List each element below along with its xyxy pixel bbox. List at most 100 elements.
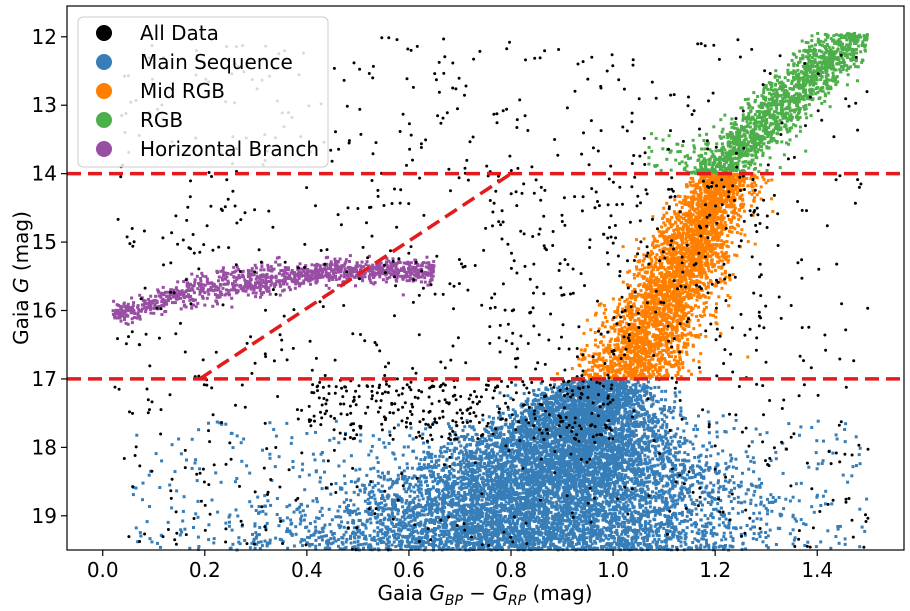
ms-point — [681, 528, 685, 532]
ms-point — [664, 398, 668, 402]
ms-point — [584, 415, 587, 419]
ms-point — [550, 455, 554, 459]
ms-point — [411, 508, 415, 512]
ms-point — [436, 472, 440, 476]
ms-point — [610, 453, 614, 457]
ms-point — [323, 470, 326, 474]
ms-point — [491, 525, 495, 528]
ms-point — [577, 401, 581, 405]
ms-point — [506, 394, 510, 398]
ms-point — [439, 476, 443, 479]
ms-point — [511, 519, 515, 523]
ms-point — [547, 521, 551, 525]
ms-point — [474, 513, 478, 517]
ms-point — [551, 458, 555, 462]
ms-point — [549, 428, 553, 432]
ms-point — [510, 486, 514, 490]
ms-point — [618, 461, 622, 465]
ms-point — [420, 509, 424, 513]
ms-point — [630, 403, 634, 407]
ms-point — [476, 537, 480, 541]
ms-point — [518, 508, 522, 512]
ms-point — [624, 500, 628, 504]
ms-point — [659, 462, 663, 466]
ms-point — [519, 502, 523, 505]
ms-point — [574, 455, 578, 459]
ms-point — [617, 398, 621, 402]
ms-point — [575, 399, 579, 403]
ms-point — [608, 435, 612, 439]
ms-point — [492, 442, 495, 446]
ms-point — [384, 531, 387, 534]
ms-point — [530, 497, 534, 501]
ms-point — [592, 439, 596, 443]
ms-point — [700, 491, 704, 495]
ms-point — [380, 501, 383, 505]
ms-point — [757, 477, 761, 481]
ms-point — [426, 496, 430, 500]
ms-point — [386, 541, 390, 544]
ms-point — [624, 529, 628, 533]
ms-point — [464, 462, 468, 466]
ms-point — [590, 413, 594, 417]
ms-point — [704, 463, 708, 467]
ms-point — [251, 532, 254, 536]
ms-point — [744, 547, 748, 551]
ms-point — [616, 451, 620, 455]
ms-point — [636, 483, 640, 487]
ms-point — [486, 509, 489, 513]
ms-point — [450, 486, 454, 490]
ms-point — [546, 404, 550, 408]
ms-point — [600, 408, 604, 412]
ms-point — [381, 532, 385, 536]
ms-point — [774, 450, 778, 454]
ms-point — [386, 478, 390, 482]
ms-point — [495, 458, 499, 462]
ms-point — [536, 451, 540, 455]
ms-point — [404, 501, 408, 505]
ms-point — [343, 482, 347, 485]
ms-point — [601, 395, 605, 399]
ms-point — [481, 482, 485, 486]
ms-point — [464, 482, 468, 486]
ms-point — [665, 415, 669, 419]
ms-point — [428, 529, 431, 533]
ms-point — [651, 417, 654, 421]
ms-point — [661, 474, 665, 478]
ms-point — [586, 400, 590, 404]
ms-point — [556, 468, 560, 472]
ms-point — [537, 432, 541, 436]
ms-point — [676, 451, 680, 455]
ms-point — [538, 460, 542, 464]
ms-point — [758, 484, 762, 488]
ms-point — [596, 483, 600, 486]
ms-point — [567, 541, 571, 545]
ms-point — [663, 522, 666, 526]
ms-point — [570, 495, 574, 499]
ms-point — [436, 538, 440, 542]
ms-point — [644, 421, 647, 425]
ms-point — [530, 429, 534, 433]
ms-point — [366, 497, 370, 501]
ms-point — [350, 532, 354, 536]
ms-point — [657, 529, 660, 533]
ms-point — [614, 431, 618, 435]
ms-point — [369, 506, 373, 510]
ms-point — [530, 485, 534, 489]
ms-point — [408, 534, 412, 538]
ms-point — [395, 518, 399, 521]
ms-point — [698, 454, 702, 458]
ms-point — [446, 493, 450, 497]
ms-point — [630, 434, 634, 438]
ms-point — [660, 389, 664, 393]
ms-point — [604, 413, 607, 417]
ms-point — [317, 536, 321, 540]
ms-point — [632, 546, 636, 550]
ms-point — [639, 497, 643, 501]
ms-point — [562, 421, 566, 425]
ms-point — [463, 425, 467, 429]
ms-point — [564, 438, 568, 442]
ms-point — [399, 521, 403, 525]
ms-point — [513, 533, 517, 537]
ms-point — [677, 539, 681, 542]
